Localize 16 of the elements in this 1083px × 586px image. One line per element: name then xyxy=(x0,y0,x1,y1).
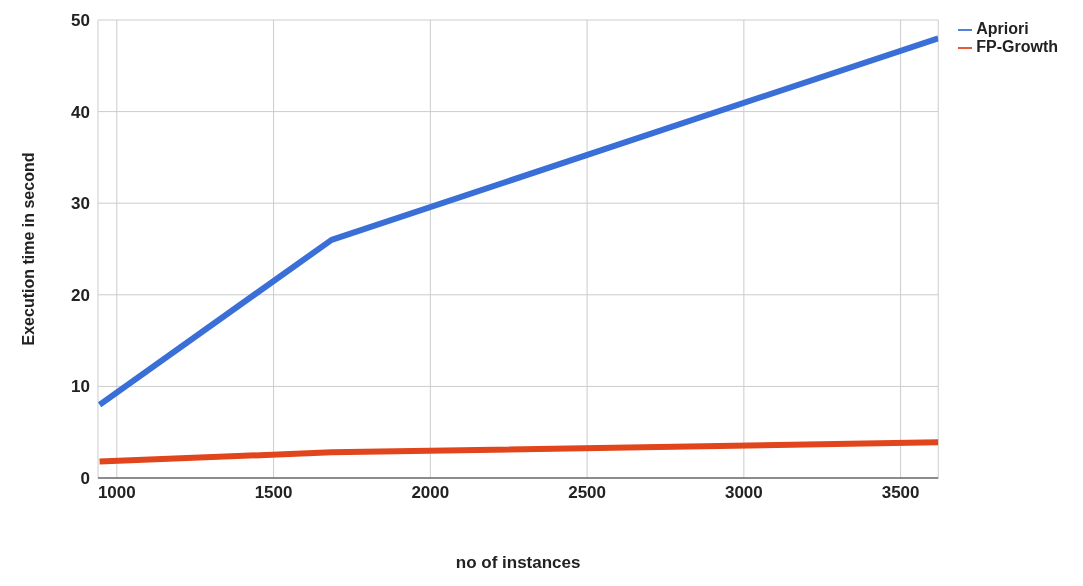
legend-label: FP-Growth xyxy=(976,38,1058,55)
y-tick-label: 30 xyxy=(71,194,90,214)
x-tick-label: 1000 xyxy=(97,483,136,503)
y-tick-label: 10 xyxy=(71,377,90,397)
x-tick-label: 2000 xyxy=(411,483,450,503)
y-tick-label: 50 xyxy=(71,11,90,31)
x-tick-label: 3500 xyxy=(881,483,920,503)
x-tick-label: 2500 xyxy=(568,483,607,503)
x-axis-title: no of instances xyxy=(455,553,581,572)
x-tick-label: 3000 xyxy=(724,483,763,503)
legend-label: Apriori xyxy=(976,20,1029,37)
y-tick-label: 0 xyxy=(80,469,90,489)
y-tick-label: 40 xyxy=(71,102,90,122)
y-axis-title: Execution time in second xyxy=(19,152,37,346)
x-tick-label: 1500 xyxy=(254,483,293,503)
y-tick-label: 20 xyxy=(71,285,90,305)
